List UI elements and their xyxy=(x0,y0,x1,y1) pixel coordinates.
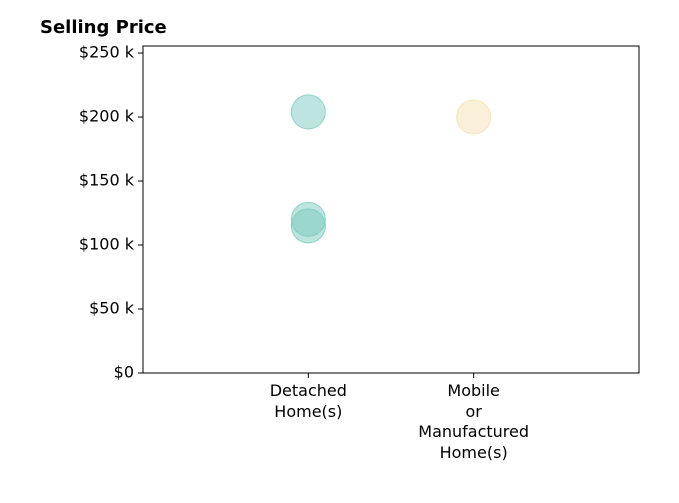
point xyxy=(290,208,326,244)
chart-title: Selling Price xyxy=(40,17,167,38)
y-tick-label: $100 k xyxy=(79,235,135,254)
plot-frame xyxy=(142,45,640,374)
point xyxy=(290,94,326,130)
y-tick-label: $150 k xyxy=(79,171,135,190)
y-tick-label: $0 xyxy=(114,363,134,382)
y-tick-label: $250 k xyxy=(79,43,135,62)
y-tick-label: $50 k xyxy=(89,299,135,318)
y-tick-label: $200 k xyxy=(79,107,135,126)
x-tick-label: Detached Home(s) xyxy=(269,381,347,421)
x-tick-label: Mobile or Manufactured Home(s) xyxy=(418,381,530,462)
point xyxy=(456,99,492,135)
